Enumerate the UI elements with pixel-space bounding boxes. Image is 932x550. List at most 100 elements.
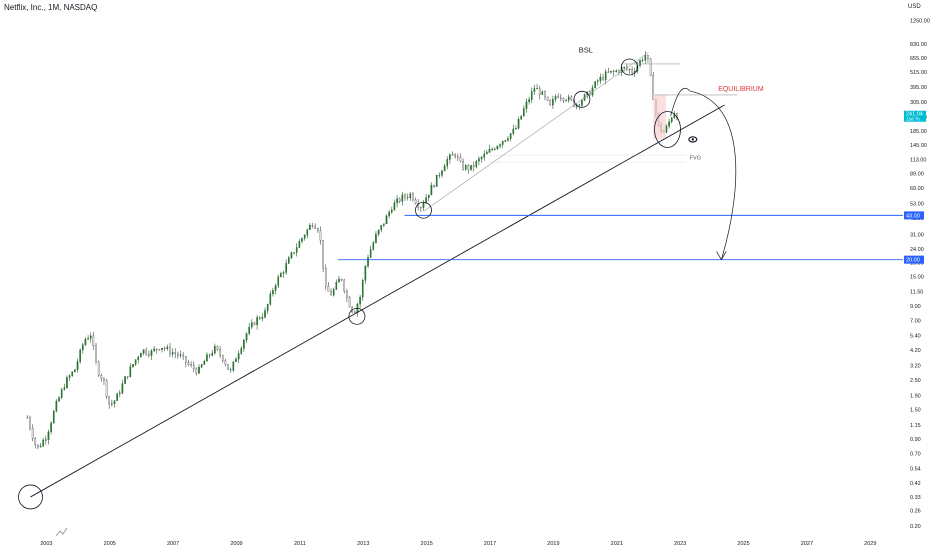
- candle-body: [124, 376, 126, 384]
- candle-body: [97, 361, 100, 376]
- candle-body: [361, 279, 364, 298]
- y-tick-label: 7.00: [910, 318, 921, 324]
- y-axis: 1250.00830.00655.00515.00395.00305.00235…: [910, 19, 930, 530]
- candle-body: [459, 157, 462, 162]
- candle-body: [390, 209, 393, 213]
- candle-body: [464, 165, 467, 170]
- y-tick-label: 0.33: [910, 495, 921, 501]
- candle-body: [420, 207, 422, 209]
- candle-body: [306, 229, 309, 236]
- candle-body: [280, 273, 282, 278]
- arrow-up-path: [670, 87, 690, 117]
- candle-body: [649, 58, 652, 76]
- candle-body: [229, 369, 232, 371]
- candle-body: [282, 272, 285, 274]
- candle-body: [214, 346, 216, 354]
- candle-body: [599, 76, 602, 82]
- candle-body: [607, 71, 610, 73]
- equilibrium-label: EQUILIBRIUM: [718, 86, 764, 93]
- candle-body: [216, 346, 219, 350]
- candle-body: [66, 377, 68, 389]
- candle-body: [525, 101, 528, 109]
- y-tick-label: 2.50: [910, 378, 921, 384]
- candle-body: [74, 369, 76, 373]
- candle-body: [578, 104, 581, 106]
- candle-body: [457, 156, 459, 158]
- candle-body: [87, 338, 89, 340]
- candle-body: [493, 148, 496, 150]
- candle-body: [475, 160, 478, 168]
- candle-body: [560, 97, 562, 99]
- candle-body: [235, 358, 237, 362]
- candle-body: [111, 403, 113, 405]
- candle-body: [612, 70, 615, 73]
- arrow-down-path: [689, 90, 737, 260]
- candle-body: [340, 278, 343, 281]
- candle-body: [565, 99, 567, 101]
- candle-body: [441, 170, 443, 176]
- candles-layer: [26, 50, 678, 450]
- candle-body: [338, 278, 340, 283]
- candle-body: [425, 197, 427, 204]
- candle-body: [52, 410, 55, 424]
- candle-body: [298, 241, 301, 248]
- candle-body: [150, 350, 153, 356]
- candle-body: [274, 285, 277, 291]
- price-label-box: [904, 255, 924, 264]
- candle-body: [530, 91, 533, 100]
- candle-body: [166, 346, 169, 349]
- candle-body: [388, 211, 390, 217]
- candle-body: [322, 240, 324, 269]
- candle-body: [454, 154, 456, 157]
- candle-body: [245, 333, 248, 341]
- x-tick-label: 2029: [864, 541, 876, 547]
- candle-body: [76, 361, 79, 370]
- y-tick-label: 515.00: [910, 70, 927, 76]
- candle-body: [37, 444, 39, 448]
- candle-body: [670, 117, 673, 122]
- y-tick-label: 0.90: [910, 437, 921, 443]
- candle-body: [343, 279, 346, 292]
- candle-body: [227, 363, 229, 370]
- candle-body: [137, 356, 140, 360]
- y-tick-label: 89.00: [910, 171, 924, 177]
- candle-body: [155, 348, 158, 350]
- x-tick-label: 2007: [167, 541, 179, 547]
- candle-body: [488, 149, 491, 153]
- x-axis: 2003 2005 2007 2009 2011 2013 2015 2017 2019 2021…: [40, 541, 876, 547]
- y-tick-label: 31.00: [910, 232, 924, 238]
- candle-body: [319, 230, 322, 241]
- y-tick-label: 145.00: [910, 143, 927, 149]
- candle-body: [375, 234, 377, 243]
- candle-body: [380, 225, 383, 231]
- candle-body: [668, 121, 670, 127]
- candle-body: [253, 322, 256, 326]
- candle-body: [438, 174, 441, 176]
- candle-body: [177, 353, 179, 356]
- candle-body: [406, 196, 409, 199]
- candle-body: [192, 364, 195, 370]
- y-tick-label: 9.00: [910, 304, 921, 310]
- y-tick-label: 185.00: [910, 129, 927, 135]
- candle-body: [639, 60, 641, 66]
- candle-body: [140, 353, 142, 358]
- main-trendline: [30, 104, 725, 498]
- candle-body: [354, 311, 356, 313]
- candle-body: [520, 115, 522, 120]
- candle-body: [118, 392, 121, 395]
- candle-body: [414, 199, 417, 204]
- x-tick-label: 2011: [294, 541, 306, 547]
- candle-body: [486, 152, 488, 155]
- candle-body: [562, 98, 565, 101]
- candle-body: [618, 70, 620, 73]
- y-tick-label: 0.42: [910, 481, 921, 487]
- upper-trendline: [423, 52, 649, 212]
- candle-body: [50, 422, 52, 433]
- y-tick-label: 69.00: [910, 186, 924, 192]
- candle-body: [26, 417, 29, 419]
- candle-body: [39, 445, 42, 448]
- candle-body: [258, 317, 261, 319]
- x-tick-label: 2019: [547, 541, 559, 547]
